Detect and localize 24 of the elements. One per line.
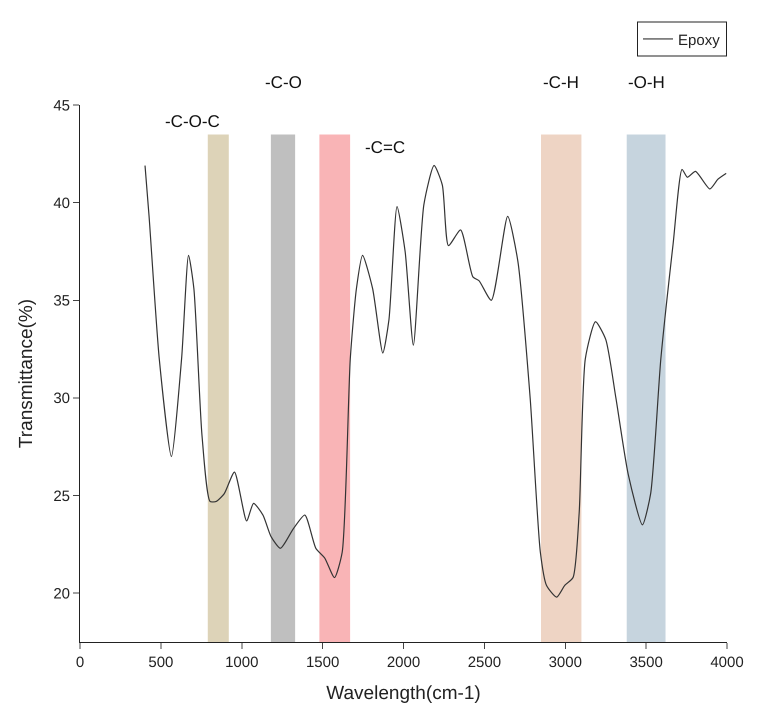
y-axis-title: Transmittance(%) xyxy=(16,298,38,448)
y-tick-label: 30 xyxy=(53,390,70,408)
x-tick-label: 2500 xyxy=(468,654,502,671)
x-tick-label: 3500 xyxy=(629,654,663,671)
band-label: -O-H xyxy=(628,73,665,92)
x-axis-title: Wavelength(cm-1) xyxy=(326,682,481,704)
x-tick-label: 1000 xyxy=(225,654,258,671)
band-label: -C-O xyxy=(265,73,302,92)
y-tick-label: 35 xyxy=(53,292,70,310)
legend-label: Epoxy xyxy=(678,32,720,49)
band-label: -C-O-C xyxy=(165,112,220,131)
y-tick-label: 40 xyxy=(53,194,70,212)
y-tick-label: 20 xyxy=(53,585,70,602)
y-tick-label: 45 xyxy=(53,97,70,114)
y-tick-label: 25 xyxy=(53,488,70,505)
x-tick-label: 3000 xyxy=(548,654,582,671)
band-label: -C-H xyxy=(543,73,579,92)
x-tick-label: 4000 xyxy=(710,654,744,671)
x-tick-label: 2000 xyxy=(386,654,420,671)
x-tick-label: 500 xyxy=(148,654,174,671)
x-tick-label: 0 xyxy=(76,654,84,671)
band-label: -C=C xyxy=(365,138,406,157)
x-tick-label: 1500 xyxy=(306,654,340,671)
line-series xyxy=(144,164,727,598)
